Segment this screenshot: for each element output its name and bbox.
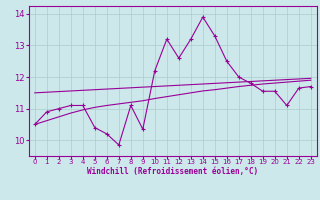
X-axis label: Windchill (Refroidissement éolien,°C): Windchill (Refroidissement éolien,°C) [87, 167, 258, 176]
